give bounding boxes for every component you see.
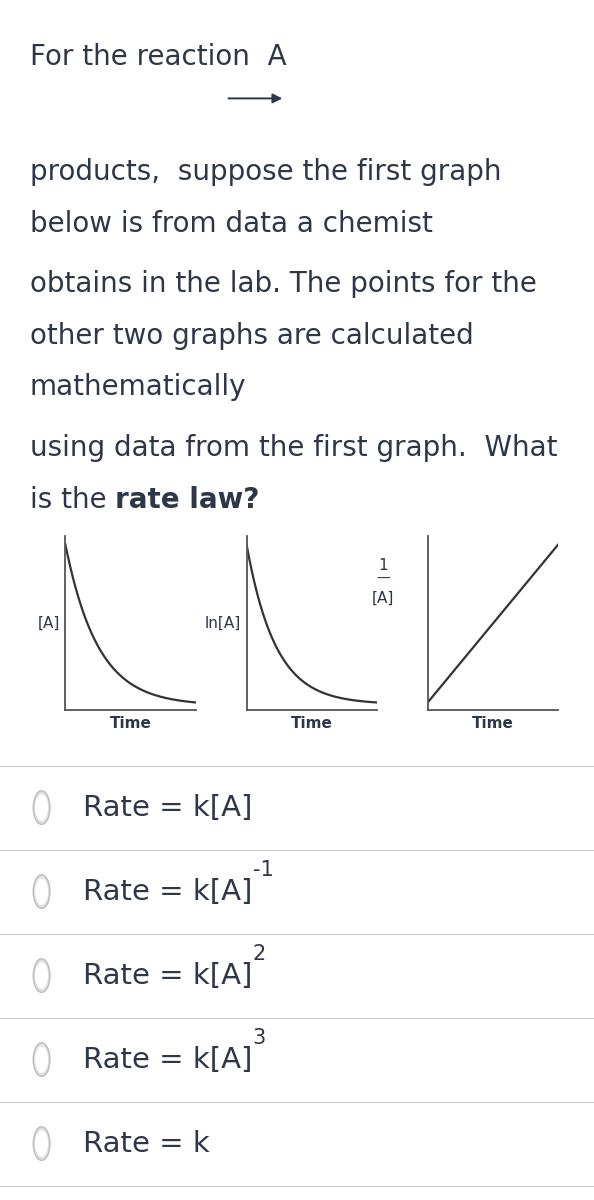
Text: Rate = k: Rate = k	[83, 1129, 210, 1158]
Text: Rate = k[A]: Rate = k[A]	[83, 961, 252, 990]
Text: 2: 2	[252, 944, 266, 964]
Circle shape	[33, 1127, 50, 1160]
Text: Rate = k[A]: Rate = k[A]	[83, 1045, 252, 1074]
Text: 3: 3	[252, 1028, 266, 1048]
X-axis label: Time: Time	[291, 716, 333, 731]
Text: Rate = k[A]: Rate = k[A]	[83, 793, 252, 822]
Text: Rate = k[A]: Rate = k[A]	[83, 877, 252, 906]
Y-axis label: [A]: [A]	[37, 616, 60, 631]
Text: —: —	[376, 572, 390, 586]
Circle shape	[35, 962, 48, 989]
X-axis label: Time: Time	[110, 716, 151, 731]
Text: [A]: [A]	[372, 592, 394, 606]
Text: below is from data a chemist: below is from data a chemist	[30, 210, 432, 238]
Text: 1: 1	[378, 558, 388, 574]
Text: obtains in the lab. The points for the: obtains in the lab. The points for the	[30, 270, 536, 298]
Text: -1: -1	[252, 860, 273, 880]
Circle shape	[35, 1130, 48, 1157]
Text: products,  suppose the first graph: products, suppose the first graph	[30, 158, 501, 186]
Text: other two graphs are calculated: other two graphs are calculated	[30, 322, 473, 349]
Circle shape	[33, 875, 50, 908]
Circle shape	[33, 959, 50, 992]
Text: For the reaction  A: For the reaction A	[30, 43, 286, 71]
Text: rate law?: rate law?	[115, 486, 260, 514]
Circle shape	[35, 878, 48, 905]
Circle shape	[33, 791, 50, 824]
Circle shape	[33, 1043, 50, 1076]
X-axis label: Time: Time	[472, 716, 514, 731]
Circle shape	[35, 1046, 48, 1073]
Text: is the: is the	[30, 486, 115, 514]
Circle shape	[35, 794, 48, 821]
Text: mathematically: mathematically	[30, 373, 246, 401]
Text: using data from the first graph.  What: using data from the first graph. What	[30, 434, 557, 462]
Y-axis label: ln[A]: ln[A]	[205, 616, 241, 631]
